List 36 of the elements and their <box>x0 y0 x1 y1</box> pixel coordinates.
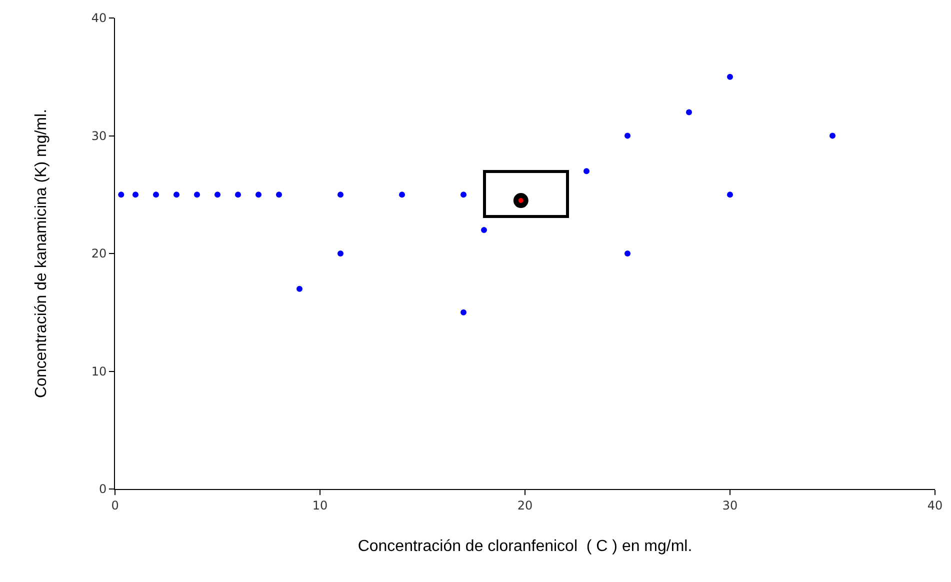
point <box>132 192 138 198</box>
point <box>624 250 630 256</box>
point <box>481 226 487 233</box>
point <box>256 192 262 198</box>
point <box>194 192 200 198</box>
x-axis-title: Concentración de cloranfenicol ( C ) en mg/ml. <box>358 538 692 556</box>
point <box>399 192 405 198</box>
point <box>727 74 733 80</box>
y-tick-label: 20 <box>91 246 107 261</box>
point <box>686 109 692 116</box>
point <box>727 192 733 198</box>
point <box>214 192 220 198</box>
y-tick-label: 40 <box>91 11 107 26</box>
y-tick-label: 10 <box>91 364 107 378</box>
point <box>338 250 344 256</box>
point <box>624 132 630 139</box>
x-tick-label: 20 <box>517 498 533 512</box>
point <box>460 309 466 316</box>
point <box>460 192 466 198</box>
x-tick-label: 0 <box>111 498 119 512</box>
point <box>513 193 528 208</box>
y-axis-title: Concentración de kanamicina (K) mg/ml. <box>33 108 50 398</box>
point <box>338 192 344 198</box>
point <box>153 192 159 198</box>
point <box>174 192 180 198</box>
y-tick-label: 30 <box>91 128 107 143</box>
x-tick-label: 30 <box>722 498 738 512</box>
point <box>296 286 302 292</box>
point <box>235 192 241 198</box>
point <box>276 192 282 198</box>
point <box>118 192 124 198</box>
point <box>584 168 590 174</box>
x-tick-label: 40 <box>927 498 943 512</box>
point <box>830 132 836 139</box>
y-tick-label: 0 <box>98 482 107 496</box>
x-tick-label: 10 <box>312 498 328 512</box>
